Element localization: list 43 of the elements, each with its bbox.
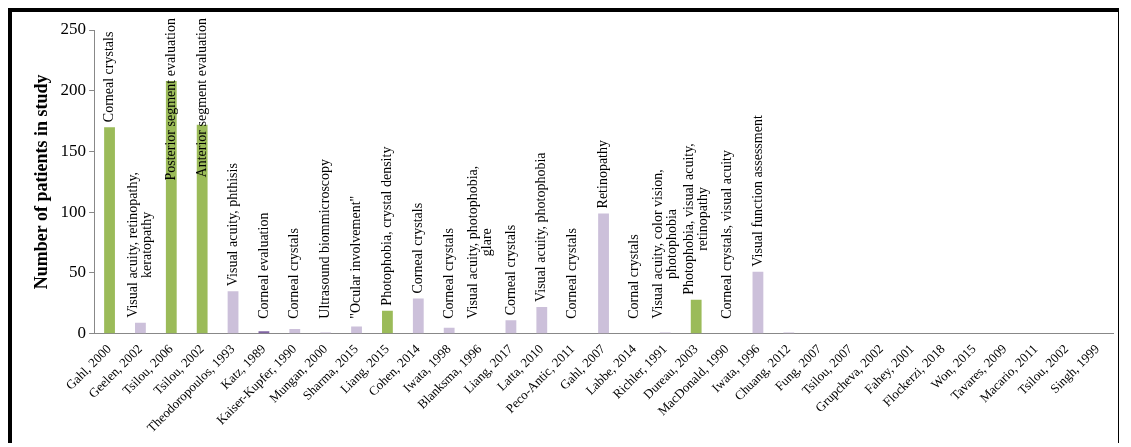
y-tick-label: 200 (60, 80, 87, 100)
bar (196, 124, 208, 334)
y-axis-title: Number of patients in study (31, 74, 52, 290)
annotation: Corneal crystals (101, 31, 117, 123)
bar (536, 307, 548, 334)
annotation: Photophobia, visual acuity, retinopathy (680, 143, 710, 295)
annotation: Anterior segment evaluation (193, 17, 209, 178)
bar (505, 320, 517, 334)
annotation: Corneal evaluation (255, 212, 271, 319)
bar (351, 326, 362, 334)
annotation: Corneal crystals, visual acuity (718, 150, 734, 319)
bar (104, 127, 115, 334)
bar (412, 298, 424, 334)
annotation: "Ocular involvement" (348, 195, 364, 319)
bar (752, 271, 764, 334)
y-tick-label: 0 (77, 323, 87, 343)
annotation: Visual acuity, photophobia (533, 151, 549, 303)
bar (382, 310, 393, 334)
y-tick-label: 250 (60, 19, 87, 39)
bar (227, 291, 239, 334)
bar (443, 327, 455, 334)
annotation: Corneal crystals (564, 228, 580, 319)
annotation: Posterior segment evaluation (162, 17, 178, 181)
annotation: Visual function assessment (749, 115, 765, 267)
y-tick-label: 50 (69, 262, 87, 282)
bar (289, 328, 301, 334)
annotation: Retinopathy (595, 140, 611, 209)
bar (690, 299, 702, 334)
annotation: Visual acuity, color vision, photophobia (649, 169, 679, 319)
annotation: Corneal crystals (286, 228, 302, 319)
annotation: Cornal crystals (626, 234, 642, 319)
y-tick-label: 100 (60, 201, 87, 221)
annotation: Visual acuity, retinopathy, keratopathy (125, 171, 155, 318)
annotation: Visual acuity, photophobia, glare (464, 165, 494, 319)
annotation: Ultrasound biommicroscopy (317, 158, 333, 319)
bar (598, 213, 609, 334)
annotation: Corneal crystals (409, 202, 425, 294)
annotation: Photophobia, crystal density (379, 146, 395, 306)
annotation: Corneal crystals (502, 224, 518, 316)
y-tick-label: 150 (60, 140, 87, 160)
annotation: Visual acuity, phthisis (224, 163, 240, 287)
bar (135, 322, 146, 334)
annotation: Corneal crystals (440, 228, 456, 319)
